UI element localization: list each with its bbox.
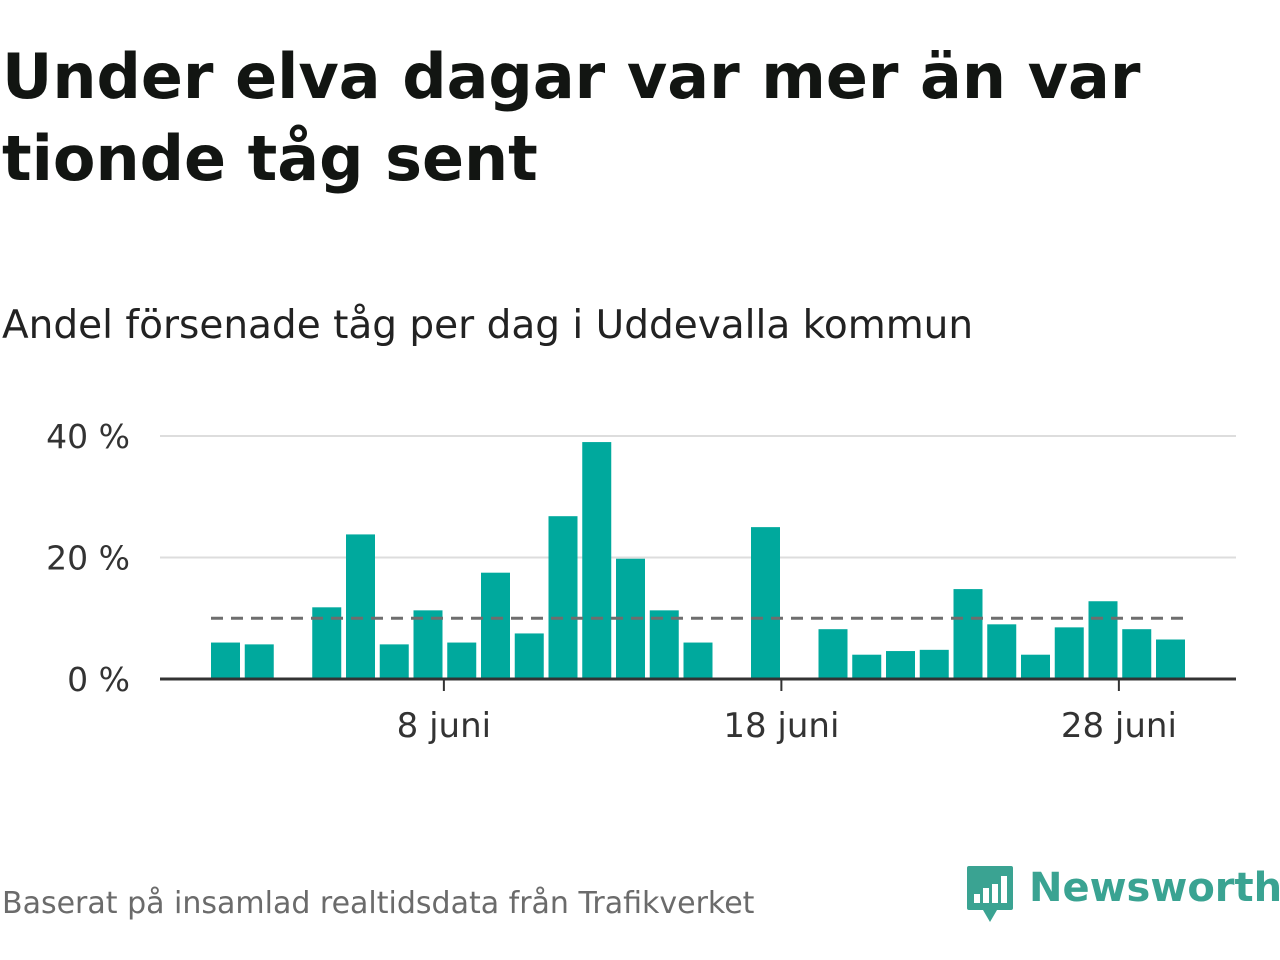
newsworthy-logo-icon (967, 866, 1013, 922)
y-tick-label: 40 % (46, 417, 130, 456)
bar-juni-21 (886, 651, 915, 679)
bar-juni-10 (514, 633, 544, 679)
bar-juni-6 (379, 644, 409, 679)
x-tick-label: 18 juni (723, 706, 839, 746)
bar-juni-19 (818, 629, 848, 679)
bar-juni-22 (919, 649, 949, 679)
bar-juni-17 (751, 527, 780, 679)
bar-juni-2 (244, 644, 274, 679)
bar-juni-7 (413, 610, 443, 679)
bar-juni-12 (582, 442, 612, 679)
y-tick-label: 0 % (67, 660, 130, 699)
chart-title: Under elva dagar var mer än var tionde t… (2, 40, 1141, 195)
bar-juni-8 (447, 642, 477, 679)
bar-juni-25 (1021, 654, 1050, 679)
x-tick-labels: 8 juni 18 juni 28 juni (397, 706, 1177, 746)
x-tick-label: 8 juni (397, 706, 491, 746)
bar-juni-14 (649, 610, 679, 679)
bar-juni-27 (1088, 601, 1118, 679)
gridlines (160, 435, 1236, 559)
bar-juni-26 (1054, 627, 1084, 679)
bar-juni-1 (211, 642, 240, 679)
bar-juni-20 (852, 654, 882, 679)
bar-juni-15 (683, 642, 713, 679)
bar-juni-29 (1156, 639, 1185, 679)
bar-juni-23 (953, 589, 983, 679)
axes (160, 677, 1236, 691)
y-tick-label: 20 % (46, 539, 130, 578)
newsworthy-logo: Newsworthy (965, 862, 1280, 928)
bars (211, 442, 1185, 679)
bar-juni-5 (346, 534, 375, 679)
bar-chart: 0 % 20 % 40 % 8 juni 18 juni 28 juni (46, 417, 1236, 746)
chart-subtitle: Andel försenade tåg per dag i Uddevalla … (2, 303, 974, 348)
bar-juni-24 (987, 624, 1017, 679)
bar-juni-11 (548, 516, 578, 679)
y-tick-labels: 0 % 20 % 40 % (46, 417, 130, 699)
bar-juni-9 (481, 572, 510, 679)
x-tick-label: 28 juni (1061, 706, 1177, 746)
source-note: Baserat på insamlad realtidsdata från Tr… (2, 886, 755, 921)
bar-juni-28 (1122, 629, 1152, 679)
brand-name: Newsworthy (1029, 865, 1280, 911)
